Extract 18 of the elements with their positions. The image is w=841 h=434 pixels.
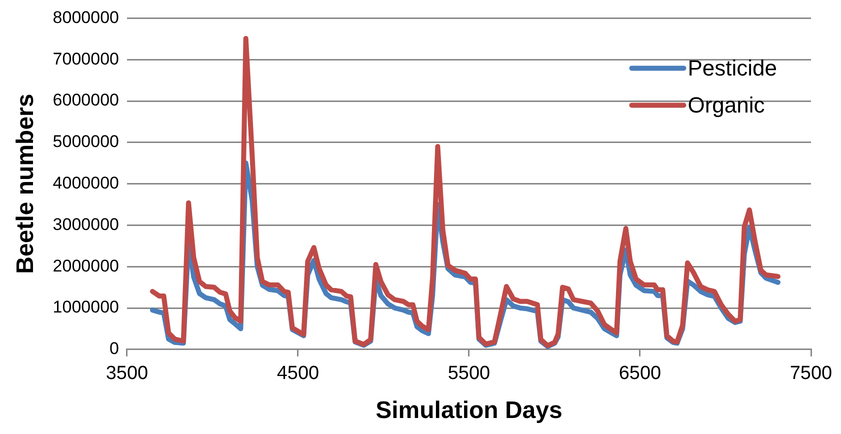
y-tick-label: 4000000	[52, 173, 119, 192]
y-axis-title: Beetle numbers	[12, 94, 40, 274]
x-tick-label: 7500	[790, 363, 832, 384]
y-tick-label: 2000000	[52, 256, 119, 276]
x-tick-label: 4500	[276, 363, 320, 384]
x-axis-title: Simulation Days	[376, 397, 562, 424]
y-tick-label: 7000000	[52, 49, 119, 68]
y-tick-label: 3000000	[52, 214, 119, 234]
y-tick-label: 0	[110, 339, 119, 358]
y-tick-label: 8000000	[52, 8, 119, 27]
y-tick-label: 1000000	[52, 298, 119, 317]
y-tick-label: 6000000	[52, 90, 119, 110]
x-tick-label: 3500	[106, 363, 148, 384]
x-tick-label: 5500	[448, 363, 490, 384]
x-tick-label: 6500	[618, 363, 662, 384]
y-tick-label: 5000000	[52, 132, 119, 152]
legend-label: Pesticide	[688, 55, 778, 80]
legend-label: Organic	[688, 92, 765, 118]
